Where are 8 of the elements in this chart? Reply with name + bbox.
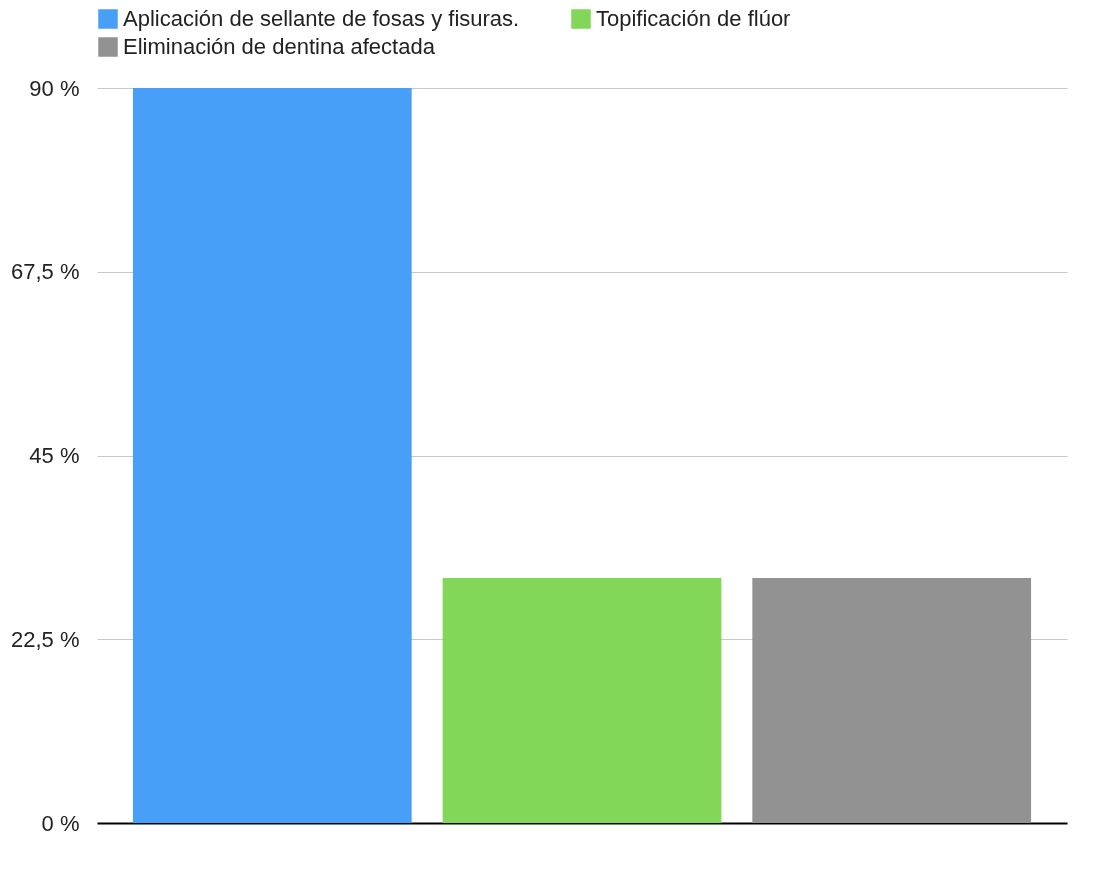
y-tick-label: 0 % bbox=[41, 810, 80, 836]
y-tick-label: 45 % bbox=[29, 443, 80, 468]
legend-label: Aplicación de sellante de fosas y fisuras. bbox=[123, 6, 520, 31]
y-tick-label: 22,5 % bbox=[11, 626, 80, 652]
legend-label: Topificación de flúor bbox=[596, 6, 791, 31]
legend-label: Eliminación de dentina afectada bbox=[123, 34, 436, 59]
y-tick-label: 67,5 % bbox=[11, 259, 80, 285]
y-tick-label: 90 % bbox=[29, 75, 80, 101]
